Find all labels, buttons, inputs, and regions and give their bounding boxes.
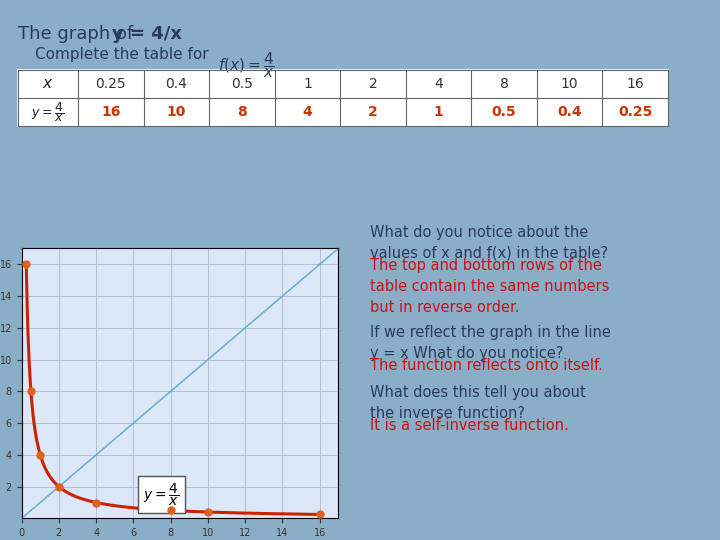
Text: 0.5: 0.5: [231, 77, 253, 91]
Text: The graph of: The graph of: [18, 25, 139, 43]
Text: The top and bottom rows of the
table contain the same numbers
but in reverse ord: The top and bottom rows of the table con…: [370, 258, 609, 315]
Text: What do you notice about the
values of x and f(x) in the table?: What do you notice about the values of x…: [370, 225, 608, 261]
Text: $y = \dfrac{4}{x}$: $y = \dfrac{4}{x}$: [143, 481, 179, 508]
Text: 8: 8: [237, 105, 247, 119]
Text: 0.5: 0.5: [492, 105, 516, 119]
Text: 0.4: 0.4: [166, 77, 187, 91]
Text: If we reflect the graph in the line
y = x What do you notice?: If we reflect the graph in the line y = …: [370, 325, 611, 361]
Text: $x$: $x$: [42, 77, 54, 91]
Text: 0.25: 0.25: [96, 77, 126, 91]
Text: 0.25: 0.25: [618, 105, 652, 119]
Text: $y = \dfrac{4}{x}$: $y = \dfrac{4}{x}$: [32, 100, 65, 124]
Text: 1: 1: [303, 77, 312, 91]
Text: The function reflects onto itself.: The function reflects onto itself.: [370, 358, 603, 373]
Text: 4: 4: [434, 77, 443, 91]
Text: 2: 2: [368, 105, 378, 119]
Text: 0.4: 0.4: [557, 105, 582, 119]
Text: 16: 16: [101, 105, 120, 119]
Text: 10: 10: [561, 77, 578, 91]
Text: 1: 1: [433, 105, 444, 119]
Bar: [18, 70, 668, 126]
Text: $f(x) = \dfrac{4}{x}$: $f(x) = \dfrac{4}{x}$: [218, 50, 275, 80]
Text: What does this tell you about
the inverse function?: What does this tell you about the invers…: [370, 385, 586, 421]
Text: Complete the table for: Complete the table for: [35, 47, 209, 62]
Text: 4: 4: [302, 105, 312, 119]
Text: 16: 16: [626, 77, 644, 91]
Text: 10: 10: [166, 105, 186, 119]
Text: y = 4/x: y = 4/x: [112, 25, 182, 43]
Text: 2: 2: [369, 77, 377, 91]
Text: It is a self-inverse function.: It is a self-inverse function.: [370, 418, 569, 433]
Text: 8: 8: [500, 77, 508, 91]
